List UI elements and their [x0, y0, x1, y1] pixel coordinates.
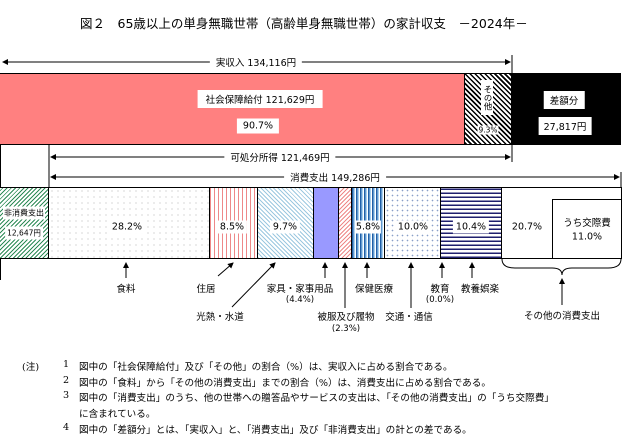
furniture-label: 家具・家事用品: [266, 284, 334, 295]
note-number: 4: [63, 422, 70, 433]
food-label: 食料: [116, 284, 136, 295]
notes-prefix: (注): [22, 362, 40, 373]
housing-arrow: [217, 262, 234, 277]
utilities-arrow: [231, 262, 276, 308]
food-segment: [49, 188, 210, 258]
transport-label: 交通・通信: [385, 312, 433, 323]
culture-label: 教養娯楽: [460, 284, 500, 295]
housing-label: 住居: [196, 284, 216, 295]
culture-pct: 10.4%: [452, 220, 490, 234]
social-security-segment: [0, 74, 465, 144]
note-text: 図中の「差額分」とは、「実収入」と、「消費支出」及び「非消費支出」の計との差であ…: [79, 425, 472, 436]
note-text: 図中の「社会保障給付」及び「その他」の割合（%）は、実収入に占める割合である。: [79, 362, 453, 373]
other-consumption-label: その他の消費支出: [523, 311, 601, 322]
utilities-pct: 9.7%: [269, 220, 301, 234]
social-expense-pct: 11.0%: [571, 231, 603, 243]
note-number: 1: [63, 359, 70, 370]
note-text: 図中の「消費支出」のうち、他の世帯への贈答品やサービスの支出は、「その他の消費支…: [79, 393, 554, 404]
deficit-label: 差額分: [543, 91, 585, 109]
non-consumption-segment: [0, 188, 49, 258]
note-number: 3: [63, 390, 70, 401]
social-security-pct: 90.7%: [236, 118, 280, 134]
figure-title: 図２ 65歳以上の単身無職世帯（高齢単身無職世帯）の家計収支 －2024年－: [80, 16, 528, 31]
health-label: 保健医療: [354, 284, 394, 295]
non-consumption-value: 12,647円: [5, 226, 43, 240]
education-pct: (0.0%): [425, 295, 455, 305]
other-consumption-pct: 20.7%: [511, 221, 543, 233]
transport-pct: 10.0%: [394, 220, 432, 234]
food-pct: 28.2%: [108, 220, 146, 234]
education-label: 教育: [430, 284, 450, 295]
furniture-pct: (4.4%): [285, 295, 315, 305]
clothing-label: 被服及び履物: [317, 312, 375, 323]
clothing-segment: [339, 188, 352, 258]
non-consumption-label: 非消費支出: [3, 206, 45, 220]
disposable-income-label: 可処分所得 121,469円: [224, 150, 336, 164]
social-security-label: 社会保障給付 121,629円: [197, 90, 323, 108]
consumption-total-label: 消費支出 149,286円: [284, 170, 386, 184]
note-number: 2: [63, 375, 70, 386]
deficit-value: 27,817円: [538, 117, 592, 135]
utilities-label: 光熱・水道: [196, 312, 244, 323]
social-expense-box: [552, 199, 622, 258]
note-text: 図中の「食料」から「その他の消費支出」までの割合（%）は、消費支出に占める割合で…: [79, 378, 491, 389]
furniture-segment: [314, 188, 339, 258]
clothing-pct: (2.3%): [331, 324, 361, 334]
social-expense-label: うち交際費: [563, 218, 611, 229]
note-text: に含まれている。: [79, 409, 156, 420]
other-income-label: その他: [481, 80, 493, 115]
income-bar: [0, 73, 621, 145]
other-brace: [501, 258, 622, 276]
housing-pct: 8.5%: [216, 220, 248, 234]
income-total-label: 実収入 134,116円: [209, 55, 303, 69]
health-pct: 5.8%: [354, 220, 382, 234]
other-income-pct: 9.3%: [477, 125, 499, 135]
